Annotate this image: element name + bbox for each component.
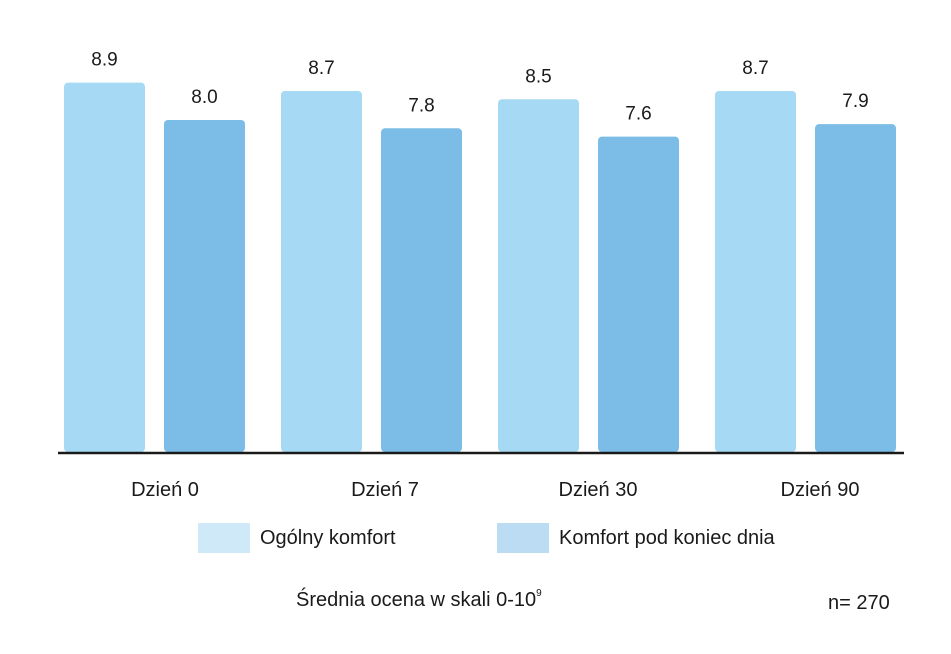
category-label-2: Dzień 30: [559, 479, 638, 501]
scale-footnote: Średnia ocena w skali 0-109: [296, 588, 542, 612]
legend-item-end-of-day: Komfort pod koniec dnia: [497, 522, 775, 554]
legend-label-overall: Ogólny komfort: [260, 526, 396, 549]
bar-overall-1: [281, 90, 362, 452]
category-label-3: Dzień 90: [781, 479, 860, 501]
sample-size: n= 270: [828, 592, 890, 614]
value-label-end-of-day-3: 7.9: [842, 91, 868, 112]
bar-end-of-day-3: [815, 124, 896, 453]
footnote-reference: 9: [536, 588, 542, 599]
bar-overall-0: [64, 82, 145, 453]
value-label-end-of-day-0: 8.0: [191, 87, 217, 108]
legend-label-end-of-day: Komfort pod koniec dnia: [559, 526, 775, 549]
category-labels: Dzień 0 Dzień 7 Dzień 30 Dzień 90: [131, 479, 859, 501]
legend-swatch-overall: [198, 523, 250, 553]
value-label-overall-0: 8.9: [91, 50, 117, 71]
legend-swatch-end-of-day: [497, 523, 549, 553]
value-label-end-of-day-1: 7.8: [408, 95, 434, 116]
value-label-overall-3: 8.7: [742, 58, 768, 79]
category-label-1: Dzień 7: [351, 479, 419, 501]
legend-item-overall: Ogólny komfort: [198, 522, 396, 554]
bar-overall-2: [498, 99, 579, 452]
value-label-overall-1: 8.7: [308, 58, 334, 79]
bar-end-of-day-2: [598, 136, 679, 452]
value-label-overall-2: 8.5: [525, 66, 551, 87]
bar-end-of-day-1: [381, 128, 462, 453]
footnote-text: Średnia ocena w skali 0-10: [296, 589, 537, 611]
value-label-end-of-day-2: 7.6: [625, 104, 651, 125]
bar-group: 8.9 8.0 8.7 7.8 8.5 7.6 8.7 7.9: [64, 50, 896, 453]
bar-overall-3: [715, 90, 796, 452]
bar-end-of-day-0: [164, 120, 245, 452]
category-label-0: Dzień 0: [131, 479, 199, 501]
